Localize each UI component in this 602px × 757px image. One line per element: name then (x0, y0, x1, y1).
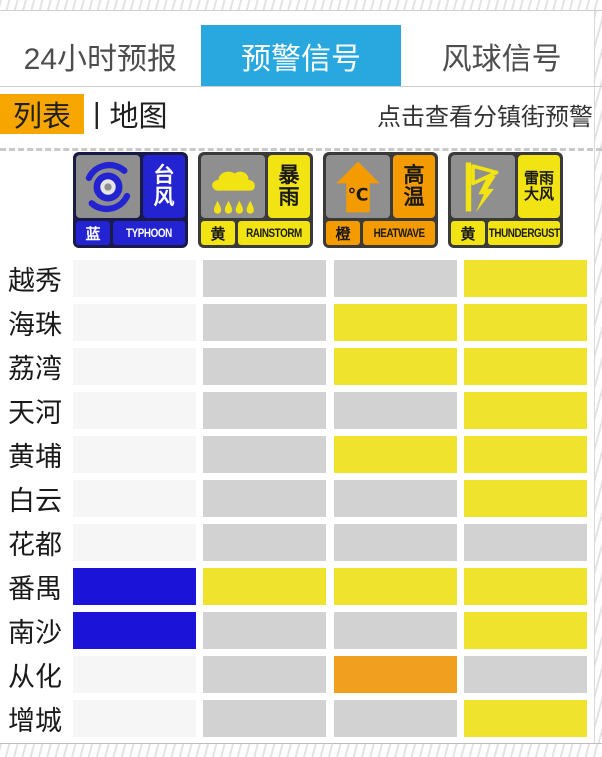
dashed-divider (0, 148, 602, 151)
warning-name-cn: 台风 (143, 155, 185, 218)
heatwave-symbol-icon: ℃ (326, 155, 390, 218)
warning-level-badge: 黄 (451, 221, 485, 245)
warning-level-badge: 蓝 (76, 221, 110, 245)
warning-cell (203, 304, 326, 341)
warning-cell (464, 348, 587, 385)
warning-cell (464, 436, 587, 473)
district-label: 天河 (8, 398, 62, 428)
district-label: 海珠 (8, 310, 62, 340)
warning-cell (73, 392, 196, 429)
warning-cell (334, 392, 457, 429)
warning-cell (73, 524, 196, 561)
warning-level-badge: 橙 (326, 221, 360, 245)
warning-cell (73, 480, 196, 517)
warning-cell (203, 524, 326, 561)
warning-cell (203, 436, 326, 473)
warning-cell (464, 524, 587, 561)
district-label: 花都 (8, 530, 62, 560)
tab-label: 预警信号 (241, 42, 361, 76)
view-separator: | (93, 97, 101, 130)
warning-cell (203, 348, 326, 385)
warning-cell (73, 348, 196, 385)
warning-name-en: TYPHOON (113, 221, 185, 245)
heatwave-warning-icon: ℃ 高温橙 HEATWAVE (323, 152, 438, 248)
warning-cell (464, 304, 587, 341)
warning-cell (203, 568, 326, 605)
warning-cell (334, 700, 457, 737)
rainstorm-warning-icon: 暴雨黄 RAINSTORM (198, 152, 313, 248)
tab-label: 24小时预报 (23, 42, 178, 76)
typhoon-symbol-icon (76, 155, 140, 218)
warning-cell (464, 392, 587, 429)
svg-text:℃: ℃ (348, 184, 369, 204)
district-label: 白云 (8, 486, 62, 516)
warning-cell (203, 656, 326, 693)
bottom-stripe-band (0, 743, 602, 757)
district-label: 从化 (8, 662, 62, 692)
warning-cell (203, 392, 326, 429)
list-view-label: 列表 (12, 101, 71, 133)
warning-level-badge: 黄 (201, 221, 235, 245)
warning-cell (334, 436, 457, 473)
tab-24h-forecast[interactable]: 24小时预报 (0, 25, 201, 86)
district-label: 荔湾 (8, 354, 62, 384)
thundergust-warning-icon: 雷雨大风黄 THUNDERGUST (448, 152, 563, 248)
warning-cell (334, 612, 457, 649)
warning-cell (334, 524, 457, 561)
warning-name-cn: 高温 (393, 155, 435, 218)
warning-cell (203, 260, 326, 297)
tab-label: 风球信号 (441, 42, 562, 76)
tab-warning-signals[interactable]: 预警信号 (200, 25, 402, 86)
warning-cell (334, 260, 457, 297)
warning-cell (203, 480, 326, 517)
tab-bar: 24小时预报 预警信号 风球信号 (0, 25, 602, 87)
warning-cell (464, 480, 587, 517)
list-view-toggle[interactable]: 列表 (0, 94, 84, 134)
tab-windball-signals[interactable]: 风球信号 (401, 25, 602, 86)
warning-name-cn: 雷雨大风 (518, 155, 560, 218)
warning-cell (334, 568, 457, 605)
warning-cell (73, 304, 196, 341)
warning-cell (203, 612, 326, 649)
township-warnings-link[interactable]: 点击查看分镇街预警 (377, 103, 593, 131)
warning-cell (334, 348, 457, 385)
thundergust-symbol-icon (451, 155, 515, 218)
warning-cell (334, 480, 457, 517)
warning-name-en: HEATWAVE (363, 221, 435, 245)
warning-cell (73, 700, 196, 737)
warning-cell (464, 700, 587, 737)
rainstorm-symbol-icon (201, 155, 265, 218)
view-switcher: 列表 | 地图 点击查看分镇街预警 (0, 94, 602, 134)
warning-cell (464, 568, 587, 605)
warning-cell (203, 700, 326, 737)
warning-name-cn: 暴雨 (268, 155, 310, 218)
warning-cell (73, 612, 196, 649)
warning-cell (334, 304, 457, 341)
warning-cell (73, 436, 196, 473)
warning-cell (73, 656, 196, 693)
district-label: 黄埔 (8, 442, 62, 472)
district-label: 增城 (8, 706, 62, 736)
typhoon-warning-icon: 台风蓝 TYPHOON (73, 152, 188, 248)
warning-name-en: RAINSTORM (238, 221, 310, 245)
warning-cell (464, 656, 587, 693)
district-label: 南沙 (8, 618, 62, 648)
top-stripe-band (0, 0, 602, 11)
district-label: 越秀 (8, 266, 62, 296)
warning-cell (73, 260, 196, 297)
warning-cell (334, 656, 457, 693)
map-view-toggle[interactable]: 地图 (109, 101, 168, 133)
right-stripe-band (594, 11, 602, 743)
warning-cell (464, 612, 587, 649)
warning-cell (73, 568, 196, 605)
district-label: 番禺 (8, 574, 62, 604)
warning-name-en: THUNDERGUST (488, 221, 560, 245)
warning-cell (464, 260, 587, 297)
